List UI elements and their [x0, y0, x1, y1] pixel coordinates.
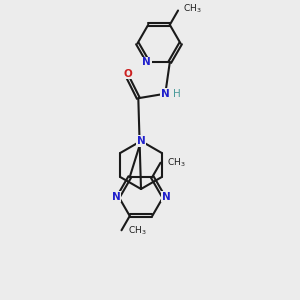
Text: N: N [161, 89, 170, 99]
Text: N: N [136, 136, 146, 146]
Text: CH$_3$: CH$_3$ [128, 224, 146, 236]
Text: O: O [123, 69, 132, 79]
Text: N: N [161, 191, 170, 202]
Text: N: N [142, 57, 151, 67]
Text: N: N [112, 191, 121, 202]
Text: CH$_3$: CH$_3$ [184, 3, 202, 15]
Text: H: H [173, 89, 181, 99]
Text: CH$_3$: CH$_3$ [167, 157, 185, 169]
